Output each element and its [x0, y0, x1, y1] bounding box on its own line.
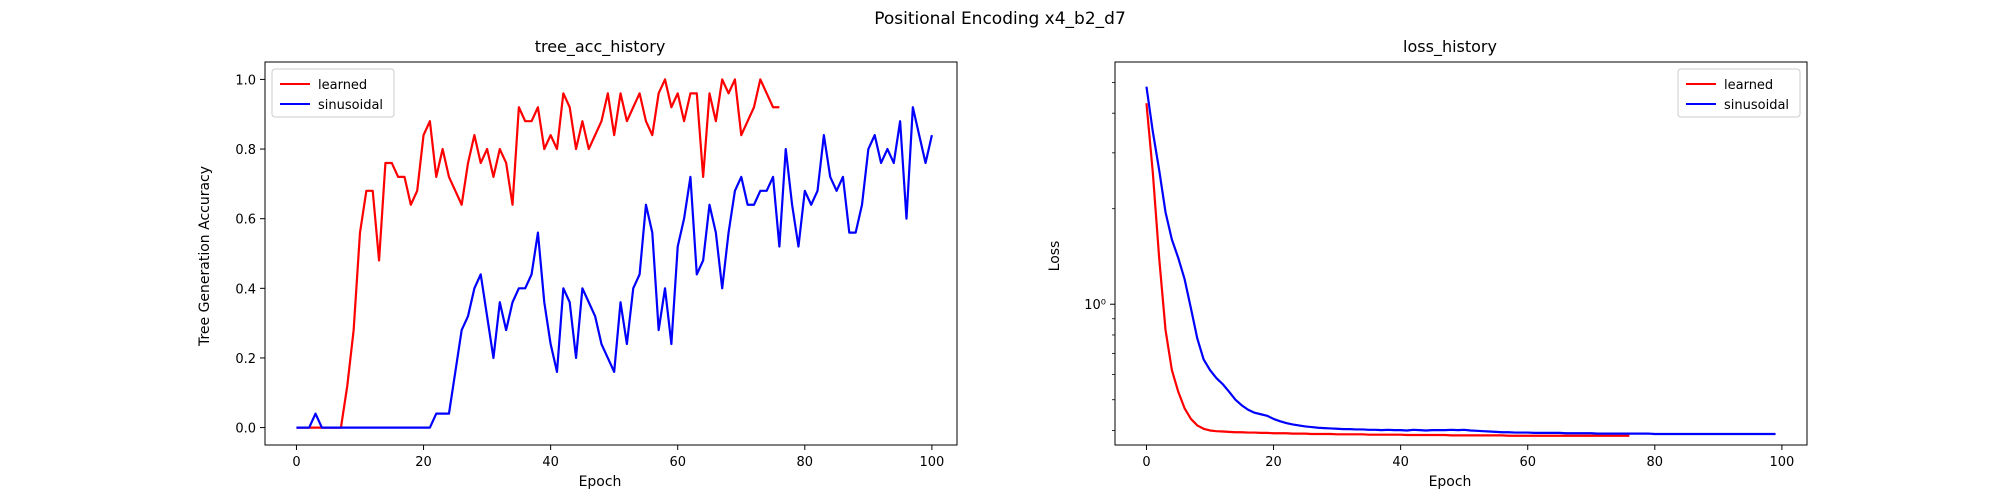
loss-title: loss_history	[1403, 37, 1497, 57]
y-tick-label: 1.0	[235, 73, 256, 88]
x-tick-label: 40	[1392, 455, 1409, 470]
x-tick-label: 80	[1647, 455, 1664, 470]
x-tick-label: 80	[797, 455, 814, 470]
x-tick-label: 100	[919, 455, 944, 470]
y-tick-label: 0.4	[235, 282, 256, 297]
legend-label-sinusoidal: sinusoidal	[318, 98, 383, 113]
y-tick-label: 0.6	[235, 213, 256, 228]
y-tick-label: 10⁰	[1084, 298, 1106, 313]
y-tick-label: 0.8	[235, 143, 256, 158]
loss-axes-frame	[1114, 61, 1808, 446]
x-tick-label: 40	[542, 455, 559, 470]
legend-label-learned: learned	[1724, 78, 1773, 93]
x-tick-label: 20	[1265, 455, 1282, 470]
tree-acc-ylabel: Tree Generation Accuracy	[197, 166, 213, 347]
tree-acc-plot-area: 0 20 40 60 80 100 0.0 0.2 0.4 0.6 0.8 1.0	[235, 61, 958, 470]
loss-xlabel: Epoch	[1429, 474, 1472, 490]
figure-suptitle: Positional Encoding x4_b2_d7	[874, 9, 1126, 29]
loss-ylabel: Loss	[1047, 241, 1063, 272]
tree-acc-title: tree_acc_history	[535, 37, 666, 57]
loss-legend: learned sinusoidal	[1677, 68, 1801, 118]
x-tick-label: 100	[1769, 455, 1794, 470]
tree-acc-xlabel: Epoch	[579, 474, 622, 490]
x-tick-label: 0	[292, 455, 300, 470]
y-tick-label: 0.0	[235, 422, 256, 437]
series-line-learned	[1145, 103, 1630, 437]
loss-panel: loss_history Epoch Loss 0 20 40 60 80 10010⁰ …	[1047, 37, 1808, 490]
tree-acc-legend: learned sinusoidal	[271, 68, 395, 118]
x-tick-label: 60	[1519, 455, 1536, 470]
series-line-sinusoidal	[1145, 86, 1776, 436]
legend-label-learned: learned	[318, 78, 367, 93]
legend-label-sinusoidal: sinusoidal	[1724, 98, 1789, 113]
tree-acc-panel: tree_acc_history Epoch Tree Generation A…	[197, 37, 958, 490]
y-tick-label: 0.2	[235, 352, 256, 367]
x-tick-label: 0	[1142, 455, 1150, 470]
x-tick-label: 20	[415, 455, 432, 470]
tree-acc-axes-frame	[264, 61, 958, 446]
loss-plot-area: 0 20 40 60 80 100 10⁰	[1084, 61, 1808, 470]
x-tick-label: 60	[669, 455, 686, 470]
series-line-learned	[296, 78, 780, 429]
series-line-sinusoidal	[296, 106, 933, 429]
